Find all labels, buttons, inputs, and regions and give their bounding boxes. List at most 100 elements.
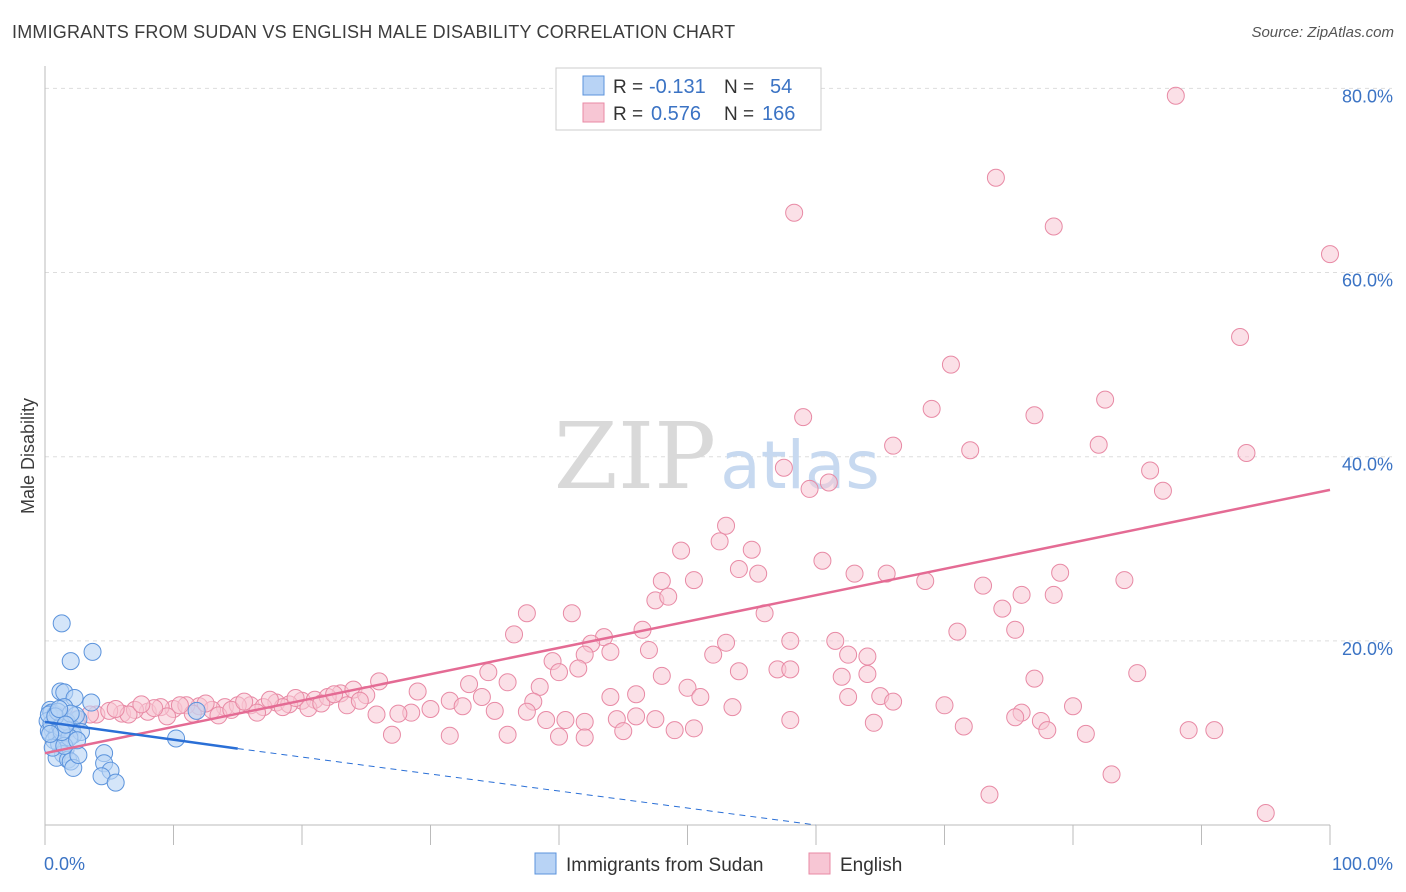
legend-swatch-sudan (582, 75, 605, 96)
english-point (948, 622, 967, 641)
english-point (485, 701, 504, 720)
english-point (1038, 721, 1057, 740)
english-point (1064, 697, 1082, 716)
english-point (1096, 390, 1115, 409)
legend-n-label: N = (724, 77, 754, 98)
english-point (1006, 620, 1025, 639)
sudan-point (187, 701, 206, 720)
english-point (312, 694, 331, 713)
english-trend-line (44, 488, 1331, 755)
english-point (717, 633, 736, 652)
english-point (1115, 571, 1134, 590)
legend-r-label: R = (613, 104, 643, 125)
english-point (1256, 804, 1275, 823)
english-point (993, 599, 1012, 618)
english-point (781, 711, 800, 730)
english-point (678, 678, 697, 697)
english-point (1321, 245, 1339, 264)
english-point (389, 704, 408, 723)
english-point (550, 663, 568, 682)
y-tick-label: 20.0% (1342, 639, 1393, 659)
english-point (472, 688, 491, 707)
english-point (575, 728, 594, 747)
english-point (132, 695, 151, 714)
english-point (550, 727, 568, 746)
english-point (1237, 444, 1256, 463)
english-point (1025, 406, 1044, 425)
english-point (614, 722, 633, 741)
english-point (832, 667, 851, 686)
legend-n-value-sudan: 54 (770, 76, 792, 98)
english-point (659, 587, 678, 606)
english-point (691, 688, 710, 707)
english-point (877, 564, 896, 583)
english-point (421, 699, 440, 718)
english-point (382, 725, 401, 744)
sudan-point (41, 724, 60, 743)
axes (44, 66, 1331, 845)
english-point (479, 663, 498, 682)
english-point (562, 604, 581, 623)
english-point (749, 564, 768, 583)
english-point (460, 675, 479, 694)
english-point (884, 692, 903, 711)
english-point (158, 707, 177, 726)
english-point (826, 631, 845, 650)
english-point (717, 516, 736, 535)
english-point (498, 725, 517, 744)
english-point (1179, 721, 1198, 740)
y-tick-label: 80.0% (1342, 86, 1393, 106)
legend-box: R = -0.131 N = 54 R = 0.576 N = 166 (555, 67, 822, 131)
english-points (55, 86, 1339, 823)
english-point (1205, 721, 1224, 740)
english-point (794, 408, 813, 427)
english-point (774, 458, 793, 477)
english-point (980, 785, 999, 804)
english-point (819, 473, 838, 492)
english-point (884, 436, 903, 455)
english-point (453, 697, 472, 716)
english-point (569, 659, 588, 678)
english-point (781, 631, 800, 650)
english-point (941, 355, 960, 374)
english-point (839, 645, 858, 664)
sudan-point (52, 614, 71, 633)
english-point (813, 551, 832, 570)
english-point (961, 441, 980, 460)
english-point (672, 541, 691, 560)
x-tick-label: 0.0% (44, 854, 85, 874)
english-point (710, 532, 729, 551)
english-point (1076, 724, 1095, 743)
english-point (1141, 461, 1160, 480)
y-tick-label: 60.0% (1342, 271, 1393, 291)
english-point (1231, 328, 1250, 347)
sudan-point (61, 652, 80, 671)
english-point (839, 688, 858, 707)
bottom-legend-swatch-sudan (534, 852, 557, 875)
english-point (639, 641, 658, 660)
english-point (665, 721, 684, 740)
x-tick-labels: 0.0% 100.0% (44, 854, 1393, 874)
english-point (601, 642, 620, 661)
english-point (1051, 563, 1070, 582)
bottom-legend: Immigrants from Sudan English (534, 852, 902, 876)
english-point (505, 625, 524, 644)
english-point (408, 682, 427, 701)
legend-swatch-english (582, 102, 605, 123)
english-point (556, 711, 575, 730)
english-point (729, 560, 748, 579)
english-point (235, 692, 254, 711)
y-axis-label: Male Disability (18, 398, 38, 514)
sudan-point (106, 773, 125, 792)
english-point (986, 168, 1005, 187)
english-point (781, 660, 800, 679)
bottom-legend-label-english: English (840, 855, 902, 876)
watermark-atlas: atlas (720, 427, 880, 504)
sudan-trend-extension (237, 748, 817, 826)
legend-r-value-english: 0.576 (651, 103, 701, 125)
bottom-legend-swatch-english (808, 852, 831, 875)
english-point (1128, 664, 1147, 683)
english-point (742, 540, 761, 559)
legend-r-label: R = (613, 77, 643, 98)
english-point (858, 665, 877, 683)
